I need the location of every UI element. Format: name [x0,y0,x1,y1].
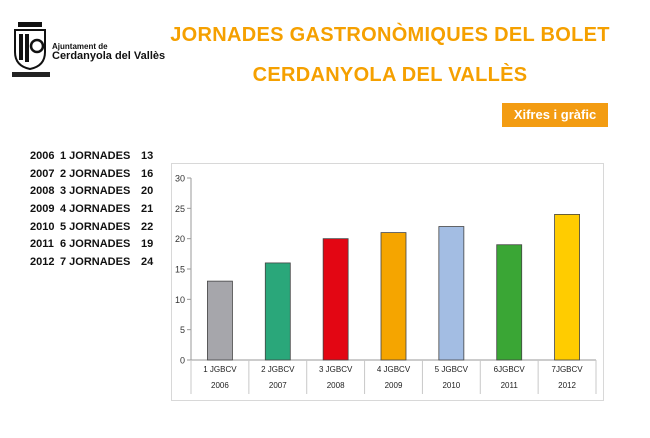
list-year: 2012 [30,256,55,269]
figures-and-chart-button[interactable]: Xifres i gràfic [502,103,608,127]
list-year: 2006 [30,150,55,162]
page-title: JORNADES GASTRONÒMIQUES DEL BOLET [170,24,610,46]
list-edition: 2 JORNADES [60,167,131,180]
x-tick-label: 1 JGBCV [203,365,237,374]
x-tick-year-label: 2006 [211,381,229,390]
list-edition: 1 JORNADES [60,150,131,162]
logo-line-1: Ajuntament de [52,42,108,51]
list-count: 20 [141,185,154,198]
list-edition: 6 JORNADES [60,238,131,251]
y-tick-label: 15 [175,265,185,275]
list-count: 13 [141,150,154,162]
y-tick-label: 0 [180,356,185,366]
bar [322,238,349,361]
y-tick-label: 5 [180,325,185,335]
list-item: 2012 7 JORNADES 24 [30,256,171,274]
list-item: 2010 5 JORNADES 22 [30,221,171,239]
bar [554,214,580,361]
x-tick-year-label: 2012 [558,381,576,390]
list-edition: 4 JORNADES [60,203,131,216]
city-logo: Ajuntament de Cerdanyola del Vallès [12,22,166,78]
list-count: 19 [141,238,154,251]
x-tick-label: 2 JGBCV [261,365,295,374]
x-tick-year-label: 2009 [385,381,403,390]
bar [496,244,523,361]
list-year: 2010 [30,220,55,233]
bar [380,232,407,361]
y-tick-label: 30 [175,174,185,184]
list-item: 2008 3 JORNADES 20 [30,185,171,203]
list-count: 16 [141,167,154,180]
x-tick-year-label: 2011 [501,381,519,390]
list-item: 2007 2 JORNADES 16 [30,168,171,186]
list-item: 2011 6 JORNADES 19 [30,238,171,256]
coat-of-arms-icon [14,22,46,70]
list-year: 2009 [30,203,55,216]
list-item: 2009 4 JORNADES 21 [30,203,171,221]
list-edition: 7 JORNADES [60,256,131,269]
y-tick-label: 20 [175,234,185,244]
x-tick-label: 6JGBCV [494,365,526,374]
bar-chart: 0 5 10 15 20 25 30 1 JGBCV 2006 2 JGBCV 2007 3 JGBC… [171,163,604,401]
list-edition: 3 JORNADES [60,185,131,198]
logo-line-2: Cerdanyola del Vallès [52,50,166,62]
list-item: 2006 1 JORNADES 13 [30,150,171,168]
list-year: 2007 [30,167,55,180]
x-tick-year-label: 2010 [442,381,460,390]
bar [264,262,291,361]
list-year: 2011 [30,238,54,251]
x-tick-year-label: 2007 [269,381,287,390]
page-subtitle: CERDANYOLA DEL VALLÈS [252,64,528,86]
y-tick-label: 25 [175,204,185,214]
list-year: 2008 [30,185,55,198]
editions-list: 2006 1 JORNADES 13 2007 2 JORNADES 16 2008 3 … [30,150,171,274]
x-tick-label: 5 JGBCV [435,365,469,374]
chart-svg: 0 5 10 15 20 25 30 1 JGBCV 2006 2 JGBCV 2007 3 JGBC… [175,174,597,394]
bar [438,226,465,361]
y-tick-label: 10 [175,295,185,305]
logo-tagline-bar [12,72,50,77]
x-tick-year-label: 2008 [327,381,345,390]
list-count: 24 [141,256,154,269]
x-tick-label: 7JGBCV [552,365,584,374]
x-tick-label: 4 JGBCV [377,365,411,374]
x-tick-label: 3 JGBCV [319,365,353,374]
list-count: 22 [141,220,154,233]
list-count: 21 [141,203,154,216]
bar [207,280,233,361]
list-edition: 5 JORNADES [60,220,131,233]
